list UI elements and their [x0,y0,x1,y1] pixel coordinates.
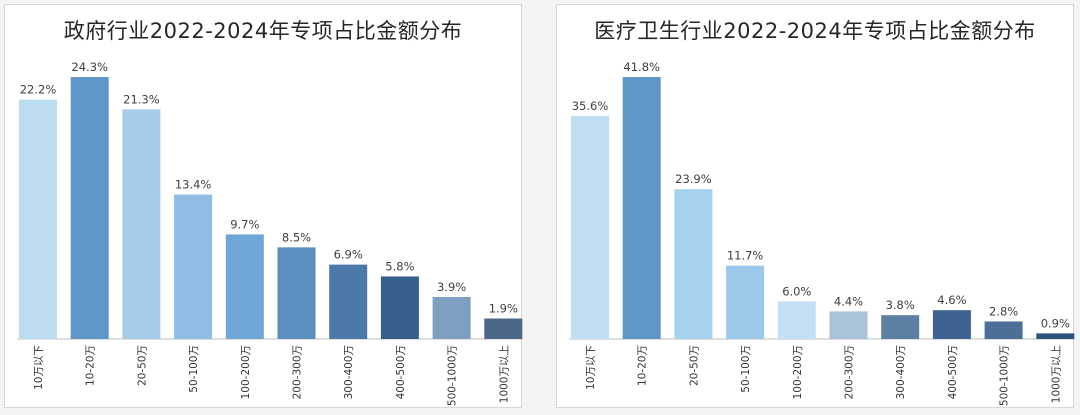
bar [1036,333,1075,339]
x-tick-label: 300-400万 [895,345,907,399]
x-tick-label: 200-300万 [844,345,856,399]
bar [829,311,868,339]
x-tick-label: 1000万以上 [1050,345,1062,403]
data-label: 24.3% [71,60,108,74]
data-label: 22.2% [20,83,57,97]
x-tick-label: 500-1000万 [447,345,459,406]
data-label: 23.9% [675,172,712,186]
x-tick-label: 400-500万 [395,345,407,399]
x-tick-label: 10-20万 [637,345,649,386]
x-tick-label: 400-500万 [947,345,959,399]
x-tick-label: 10万以下 [33,345,45,390]
data-label: 9.7% [230,217,259,231]
bar-chart-healthcare: 35.6% 10万以下 41.8% 10-20万 23.9% 20-50万 11.7% 50-… [569,60,1075,406]
data-label: 6.0% [782,284,811,298]
bar-chart-government: 22.2% 10万以下 24.3% 10-20万 21.3% 20-50万 13.4% 50-… [17,60,523,406]
data-label: 0.9% [1041,316,1070,330]
bar [277,247,316,339]
data-label: 3.8% [886,298,915,312]
bar [984,321,1023,339]
bar [726,265,765,339]
data-label: 11.7% [727,249,764,263]
data-label: 21.3% [123,92,160,106]
chart-panel-healthcare: 医疗卫生行业2022-2024年专项占比金额分布 35.6% 10万以下 41.8%… [556,4,1075,408]
data-label: 3.9% [437,280,466,294]
bar [225,234,264,339]
chart-title: 医疗卫生行业2022-2024年专项占比金额分布 [594,19,1036,43]
data-label: 4.4% [834,294,863,308]
data-label: 8.5% [282,230,311,244]
x-tick-label: 10-20万 [85,345,97,386]
chart-title: 政府行业2022-2024年专项占比金额分布 [63,19,463,43]
bar [329,264,368,339]
data-label: 4.6% [937,293,966,307]
bar [432,296,471,339]
bar [622,77,661,339]
bar [380,276,419,339]
data-label: 41.8% [623,60,660,74]
bar [122,109,161,340]
x-tick-label: 100-200万 [792,345,804,399]
data-label: 6.9% [334,248,363,262]
bar [571,115,609,340]
bar [674,189,713,339]
bar [881,315,920,339]
x-tick-label: 100-200万 [240,345,252,399]
x-tick-label: 50-100万 [740,345,752,393]
data-label: 35.6% [572,99,609,113]
bar [70,77,109,339]
x-tick-label: 10万以下 [585,345,597,390]
bar [777,301,816,339]
x-tick-label: 200-300万 [292,345,304,399]
bar [19,99,57,340]
data-label: 5.8% [385,259,414,273]
chart-panel-government: 政府行业2022-2024年专项占比金额分布 22.2% 10万以下 24.3% 10… [4,4,523,408]
bar [484,318,523,339]
x-tick-label: 20-50万 [136,345,148,386]
data-label: 13.4% [175,178,212,192]
bar [932,310,971,339]
x-tick-label: 50-100万 [188,345,200,393]
x-tick-label: 500-1000万 [999,345,1011,406]
x-tick-label: 300-400万 [343,345,355,399]
data-label: 2.8% [989,304,1018,318]
x-tick-label: 1000万以上 [498,345,510,403]
x-tick-label: 20-50万 [688,345,700,386]
data-label: 1.9% [489,302,518,316]
bar [174,194,213,339]
